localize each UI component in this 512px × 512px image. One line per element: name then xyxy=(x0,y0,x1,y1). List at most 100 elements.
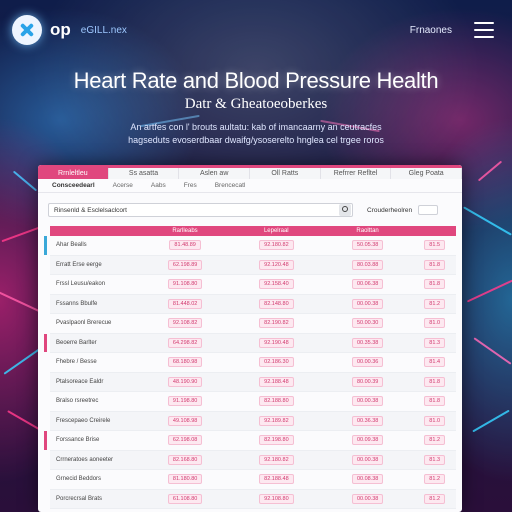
table-cell: 81.0 xyxy=(413,318,456,329)
search-input[interactable] xyxy=(54,206,339,214)
tab-1[interactable]: Ss asatta xyxy=(109,168,180,179)
table-cell: 62.198.89 xyxy=(140,259,231,270)
nav-link[interactable]: Frnaones xyxy=(409,24,452,36)
tab-0[interactable]: Rrnleltleu xyxy=(38,168,109,179)
table-cell: 62.198.08 xyxy=(140,435,231,446)
value-badge: 92.188.48 xyxy=(259,376,294,387)
table-cell: 81.2 xyxy=(413,474,456,485)
table-cell: 91.198.80 xyxy=(140,396,231,407)
value-badge: 92.189.82 xyxy=(259,415,294,426)
table-cell: 81.2 xyxy=(413,298,456,309)
table-row[interactable]: Beoerre Barlter 64.298.82 92.190.48 00.35.3… xyxy=(44,333,456,353)
table-row[interactable]: Frescepaeo Creirele 49.108.98 92.189.82 00.… xyxy=(50,411,456,431)
tab-2[interactable]: Aslen aw xyxy=(179,168,251,179)
logo[interactable]: op eGILL.nex xyxy=(12,15,127,45)
row-marker xyxy=(44,236,47,255)
value-badge: 64.298.82 xyxy=(167,337,203,348)
value-badge: 92.120.48 xyxy=(259,259,294,270)
table-cell: 64.298.82 xyxy=(140,337,231,348)
value-badge: 92.180.82 xyxy=(259,240,294,251)
table-cell: 00.00.38 xyxy=(322,493,413,504)
table-cell: 80.03.88 xyxy=(322,259,413,270)
subtab-2[interactable]: Aabs xyxy=(150,182,166,189)
row-label: Crrneratoes aoneeter xyxy=(56,456,114,463)
hero-description: An artfes con l' brouts aultatu: kab of … xyxy=(106,121,406,147)
table-cell: 00.00.38 xyxy=(322,454,413,465)
subtab-0[interactable]: Consceedearl xyxy=(52,182,95,189)
value-badge: 81.2 xyxy=(424,298,446,309)
row-label: Bralso rsreetrec xyxy=(56,398,99,405)
table-row[interactable]: Ptalsoreace Ealdr 48.190.90 92.188.48 80.00… xyxy=(50,372,456,392)
table-cell: 00.35.38 xyxy=(322,337,413,348)
value-badge: 00.06.38 xyxy=(351,279,384,290)
table-row[interactable]: Frssl Leusu/eakon 91.108.80 92.158.40 00.06… xyxy=(50,275,456,295)
value-badge: 81.4 xyxy=(424,357,446,368)
subtab-1[interactable]: Acerse xyxy=(112,182,133,189)
table-cell: 81.8 xyxy=(413,259,456,270)
table-cell: 82.148.80 xyxy=(231,298,322,309)
tab-4[interactable]: Refrrer Refltel xyxy=(321,168,392,179)
tab-5[interactable]: Gleg Poata xyxy=(391,168,462,179)
table-row[interactable]: Crrneratoes aoneeter 82.168.80 92.180.82 00… xyxy=(50,450,456,470)
data-table: Rarlleabs Lepelraal Raolttan Ahar Bealls 81… xyxy=(38,226,462,512)
table-cell: 92.108.82 xyxy=(140,318,231,329)
data-panel: Rrnleltleu Ss asatta Aslen aw Oll Ratts Refr… xyxy=(38,165,462,512)
table-row[interactable]: Fhebre / Besse 68.180.98 02.186.30 00.00.36… xyxy=(50,353,456,373)
table-row[interactable]: Pvaslpaonl Brerecue 92.108.82 82.190.82 50.… xyxy=(50,314,456,334)
value-badge: 81.8 xyxy=(424,376,446,387)
column-header[interactable]: Lepelraal xyxy=(263,228,289,234)
value-badge: 92.180.82 xyxy=(259,454,294,465)
search-field[interactable] xyxy=(48,203,353,217)
table-cell: 50.05.38 xyxy=(322,240,413,251)
filter-dropdown[interactable] xyxy=(418,205,439,215)
value-badge: 81.8 xyxy=(424,259,446,270)
row-label: Frescepaeo Creirele xyxy=(56,417,111,424)
table-cell: 91.108.80 xyxy=(140,279,231,290)
table-cell: 92.120.48 xyxy=(231,259,322,270)
logo-icon xyxy=(12,15,42,45)
table-row[interactable]: Ahar Bealls 81.48.89 92.180.82 50.05.38 81.5 xyxy=(44,236,456,256)
table-row[interactable]: Porcrecrsal Brats 61.108.80 92.108.80 00.00… xyxy=(50,489,456,509)
subtab-4[interactable]: Brencecatl xyxy=(214,182,246,189)
row-label: Pvaslpaonl Brerecue xyxy=(56,320,112,327)
value-badge: 81.48.89 xyxy=(169,240,201,251)
value-badge: 81.3 xyxy=(424,337,446,348)
toolbar: Crouderheolren xyxy=(38,199,462,221)
table-row[interactable]: Grnecid Beddors 81.180.80 82.188.48 00.08.3… xyxy=(50,470,456,490)
value-badge: 00.00.36 xyxy=(351,357,384,368)
hero-description-line: An artfes con l' brouts aultatu: kab of … xyxy=(130,122,382,132)
column-header[interactable] xyxy=(50,226,139,236)
search-icon[interactable] xyxy=(339,204,351,216)
row-label: Erratt Erse eerge xyxy=(56,261,102,268)
value-badge: 61.108.80 xyxy=(167,493,203,504)
table-cell: 81.0 xyxy=(413,415,456,426)
hamburger-menu-icon[interactable] xyxy=(474,22,494,38)
table-row[interactable]: Fssanns Bbulfe 81.448.02 82.148.80 00.00.38… xyxy=(50,294,456,314)
table-row[interactable]: Forssance Brise 62.198.08 82.198.80 00.09.3… xyxy=(44,431,456,451)
logo-subtext: eGILL.nex xyxy=(80,24,127,36)
value-badge: 92.158.40 xyxy=(259,279,294,290)
table-row[interactable]: Erratt Erse eerge 62.198.89 92.120.48 80.03… xyxy=(50,255,456,275)
value-badge: 62.198.08 xyxy=(167,435,203,446)
value-badge: 92.190.48 xyxy=(259,337,294,348)
column-header[interactable]: Raolttan xyxy=(356,228,379,234)
table-cell: 00.36.38 xyxy=(322,415,413,426)
row-label: Grnecid Beddors xyxy=(56,476,102,483)
value-badge: 81.0 xyxy=(424,415,446,426)
column-header[interactable] xyxy=(413,226,456,236)
column-header[interactable]: Rarlleabs xyxy=(172,228,198,234)
table-cell: 92.180.82 xyxy=(231,240,322,251)
row-label: Ahar Bealls xyxy=(56,242,87,249)
subtab-3[interactable]: Fres xyxy=(183,182,197,189)
hero-section: Heart Rate and Blood Pressure Health Dat… xyxy=(0,68,512,147)
row-label: Ptalsoreace Ealdr xyxy=(56,378,104,385)
table-row[interactable]: Bralso rsreetrec 91.198.80 82.188.80 00.00.… xyxy=(50,392,456,412)
table-cell: 00.06.38 xyxy=(322,279,413,290)
table-cell: 61.108.80 xyxy=(140,493,231,504)
table-cell: 92.190.48 xyxy=(231,337,322,348)
value-badge: 50.00.30 xyxy=(351,318,384,329)
value-badge: 82.148.80 xyxy=(259,298,294,309)
table-cell: 81.48.89 xyxy=(140,240,231,251)
tab-3[interactable]: Oll Ratts xyxy=(250,168,321,179)
value-badge: 81.5 xyxy=(424,240,446,251)
